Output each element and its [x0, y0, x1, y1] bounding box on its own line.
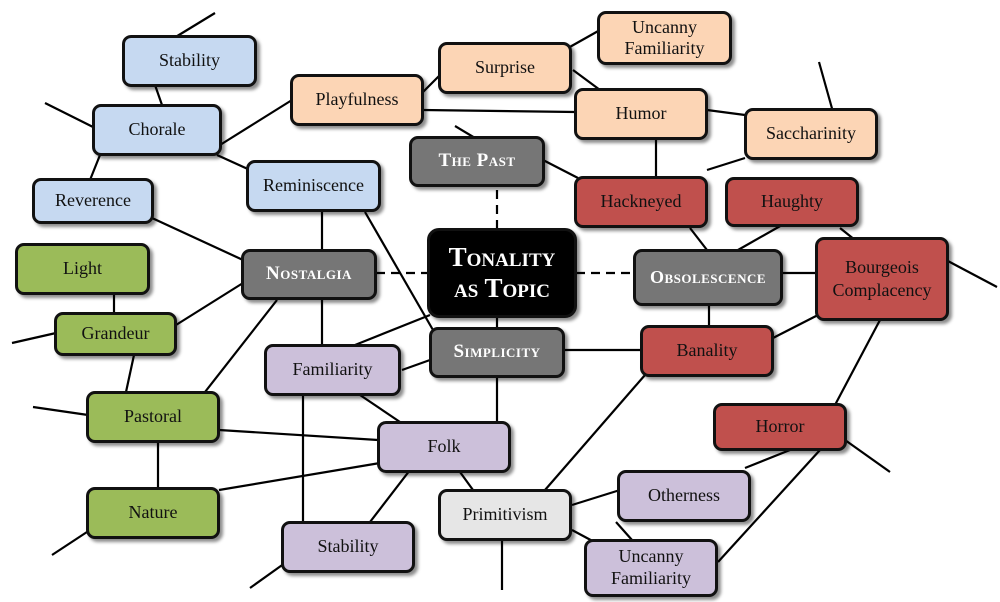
node-uncanny-top-line-1: Uncanny	[632, 17, 697, 38]
node-chorale: Chorale	[92, 104, 222, 156]
edge	[32, 405, 89, 417]
edge	[369, 469, 411, 523]
node-stability-bottom: Stability	[281, 521, 415, 573]
node-haughty: Haughty	[725, 177, 859, 227]
edge	[11, 331, 57, 345]
edge	[44, 102, 96, 129]
edge	[772, 314, 819, 339]
edge	[124, 354, 136, 393]
edge	[571, 488, 621, 507]
edge	[359, 394, 401, 423]
edge	[51, 529, 91, 556]
edge	[422, 108, 576, 114]
node-familiarity: Familiarity	[264, 344, 401, 396]
edge	[218, 428, 379, 442]
node-uncanny-bottom-line-1: Uncanny	[618, 546, 684, 567]
node-pastoral: Pastoral	[86, 391, 220, 443]
edge	[817, 61, 835, 113]
edge	[689, 227, 708, 251]
node-uncanny-familiarity-top: Uncanny Familiarity	[597, 11, 732, 65]
edge	[88, 154, 102, 181]
edge	[744, 448, 791, 470]
node-otherness: Otherness	[617, 470, 751, 522]
edge	[401, 358, 431, 372]
node-folk: Folk	[377, 421, 511, 473]
hub-simplicity: Simplicity	[429, 327, 565, 378]
edge	[737, 224, 783, 251]
edge	[544, 374, 646, 491]
node-uncanny-bottom-line-2: Familiarity	[611, 568, 691, 588]
node-humor: Humor	[574, 88, 708, 140]
node-playfulness: Playfulness	[290, 74, 424, 126]
node-saccharinity: Saccharinity	[744, 108, 878, 160]
edge	[151, 217, 244, 261]
node-banality: Banality	[640, 325, 774, 377]
node-uncanny-familiarity-bottom: Uncanny Familiarity	[584, 539, 718, 597]
edge	[542, 159, 579, 179]
edge	[945, 259, 998, 288]
node-nature: Nature	[86, 487, 220, 539]
edge	[204, 299, 278, 393]
node-horror: Horror	[713, 403, 847, 451]
center-line-2: as Topic	[453, 273, 551, 303]
node-bourgeois-line-1: Bourgeois	[845, 256, 919, 277]
edge	[706, 108, 746, 117]
edge	[249, 562, 286, 589]
edge	[567, 29, 601, 49]
edge	[717, 449, 821, 563]
hub-obsolescence: Obsolescence	[633, 249, 783, 306]
edge	[459, 471, 474, 491]
edge	[218, 461, 381, 492]
node-stability-top: Stability	[122, 35, 257, 87]
edge	[422, 74, 441, 93]
edge	[572, 69, 601, 91]
center-line-1: Tonality	[448, 241, 556, 272]
node-light: Light	[15, 243, 150, 295]
node-reverence: Reverence	[32, 178, 154, 224]
edge	[219, 99, 293, 146]
node-bourgeois-line-2: Complacency	[832, 280, 932, 300]
node-grandeur: Grandeur	[54, 312, 177, 356]
center-node-tonality-as-topic: Tonality as Topic	[427, 228, 577, 318]
edge	[153, 84, 164, 106]
hub-nostalgia: Nostalgia	[241, 249, 377, 300]
node-surprise: Surprise	[438, 42, 572, 94]
edge	[216, 153, 251, 172]
node-bourgeois-complacency: Bourgeois Complacency	[815, 237, 949, 321]
edge	[834, 319, 881, 406]
node-primitivism: Primitivism	[438, 489, 572, 541]
node-reminiscence: Reminiscence	[246, 160, 381, 212]
edge	[615, 521, 633, 541]
hub-the-past: The Past	[409, 136, 545, 187]
node-uncanny-top-line-2: Familiarity	[624, 38, 705, 58]
edge	[175, 282, 244, 326]
edge	[354, 313, 431, 347]
edge	[173, 12, 216, 39]
edge	[706, 156, 746, 172]
edge	[364, 211, 434, 331]
edge	[844, 439, 891, 473]
node-hackneyed: Hackneyed	[574, 176, 708, 228]
